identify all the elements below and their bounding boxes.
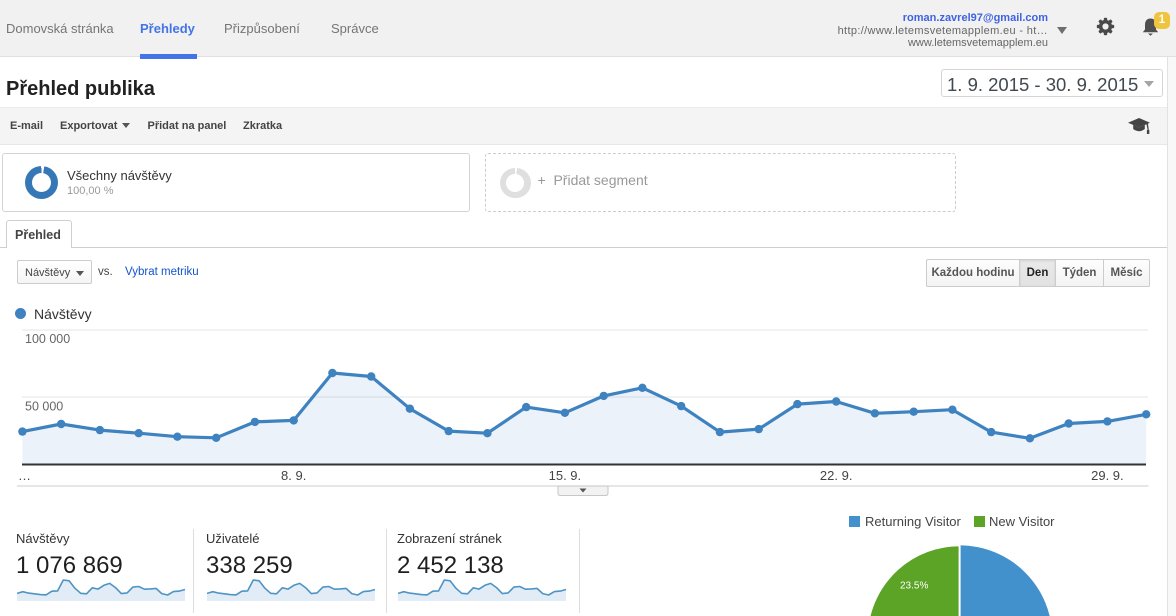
- svg-text:29. 9.: 29. 9.: [1091, 468, 1124, 483]
- svg-text:100 000: 100 000: [25, 332, 70, 346]
- svg-text:15. 9.: 15. 9.: [549, 468, 582, 483]
- svg-text:8. 9.: 8. 9.: [281, 468, 306, 483]
- svg-text:50 000: 50 000: [25, 400, 63, 414]
- svg-text:23.5%: 23.5%: [900, 581, 928, 592]
- svg-text:22. 9.: 22. 9.: [820, 468, 853, 483]
- svg-text:…: …: [18, 468, 31, 483]
